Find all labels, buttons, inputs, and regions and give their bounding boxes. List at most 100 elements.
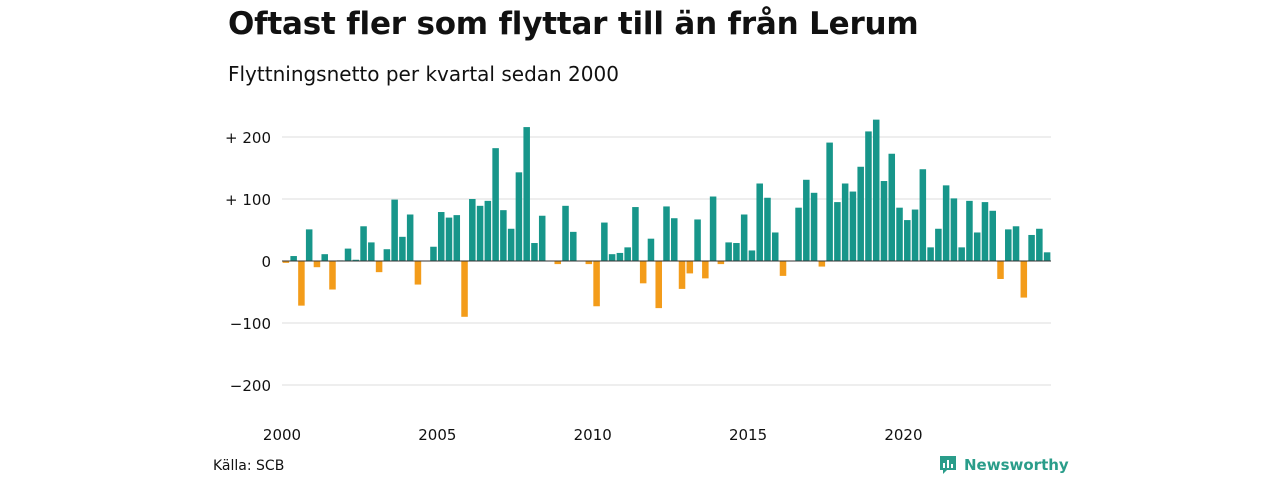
bar [368, 242, 375, 261]
bar [399, 236, 406, 261]
bar [733, 243, 740, 261]
brand-name: Newsworthy [964, 456, 1069, 474]
bar [1020, 261, 1028, 298]
bar [771, 232, 779, 261]
bar [764, 197, 771, 261]
bar [469, 199, 476, 261]
bar [453, 215, 461, 261]
bar [492, 148, 499, 261]
bar [709, 196, 717, 261]
y-tick-label: + 200 [225, 129, 271, 147]
bar [671, 218, 678, 261]
bar [562, 205, 569, 261]
bar [437, 212, 445, 261]
bar [383, 249, 391, 261]
bar [430, 246, 437, 261]
bar [1012, 226, 1020, 261]
bar [352, 259, 360, 261]
bar [608, 254, 616, 261]
brand: Newsworthy [938, 455, 1069, 475]
bar [298, 261, 305, 306]
bar [826, 142, 833, 261]
bar [282, 261, 290, 263]
bar [655, 261, 662, 309]
y-tick-label: −100 [230, 315, 271, 333]
bar [329, 261, 336, 290]
bar [601, 222, 608, 261]
x-tick-label: 2000 [263, 426, 301, 444]
x-tick-label: 2010 [574, 426, 612, 444]
bar [725, 242, 732, 261]
bar [981, 202, 989, 261]
bar [585, 261, 593, 265]
bar [406, 214, 414, 261]
bar [523, 127, 530, 261]
x-axis-ticks: 2000 2005 2010 2015 2020 [263, 426, 923, 444]
bar [313, 261, 321, 268]
bar [989, 210, 996, 261]
bar [841, 183, 849, 261]
chart-subtitle: Flyttningsnetto per kvartal sedan 2000 [228, 62, 619, 86]
bar [360, 226, 367, 261]
bar [911, 209, 919, 261]
chart-title: Oftast fler som flyttar till än från Ler… [228, 6, 919, 42]
bar [694, 219, 701, 261]
bar [593, 261, 600, 307]
x-tick-label: 2005 [418, 426, 456, 444]
bar [756, 183, 763, 261]
newsworthy-logo-icon [940, 456, 956, 474]
x-tick-label: 2020 [884, 426, 922, 444]
bar [834, 202, 841, 261]
bar [647, 238, 655, 261]
bar [476, 205, 484, 261]
bar [686, 261, 694, 274]
bar [795, 207, 802, 261]
bar [616, 252, 624, 261]
bar [927, 247, 934, 261]
bar [748, 250, 756, 261]
bar [461, 261, 468, 317]
bar [554, 261, 562, 265]
bar [818, 261, 826, 267]
bar [375, 261, 383, 273]
bar [872, 119, 880, 261]
bar [950, 198, 958, 261]
bar [966, 200, 973, 261]
bar [810, 192, 818, 261]
bar [678, 261, 686, 289]
bar [484, 200, 492, 261]
bar [570, 231, 577, 261]
bar [865, 131, 872, 261]
bar [803, 179, 810, 261]
bar [958, 247, 965, 261]
bar [507, 228, 515, 261]
bar [663, 206, 670, 261]
bars [282, 119, 1051, 317]
bar [942, 185, 950, 261]
bar [624, 247, 631, 261]
bar [391, 199, 398, 261]
bar [538, 215, 546, 261]
y-tick-label: 0 [261, 253, 271, 271]
bar [290, 256, 297, 261]
bar [445, 217, 453, 261]
bar [515, 172, 523, 261]
bar [1028, 234, 1035, 261]
bar [997, 261, 1004, 279]
bar [888, 153, 896, 261]
bar [1043, 252, 1051, 261]
x-tick-label: 2015 [729, 426, 767, 444]
bar [935, 228, 942, 261]
bar [904, 220, 911, 261]
y-tick-label: + 100 [225, 191, 271, 209]
bar [414, 261, 422, 285]
bar [305, 229, 313, 261]
bar [531, 243, 538, 261]
bar [896, 207, 903, 261]
source-note: Källa: SCB [213, 458, 285, 474]
bar [639, 261, 647, 284]
bar [632, 207, 639, 261]
y-axis-ticks: + 200 + 100 0 −100 −200 [225, 129, 271, 395]
bar [321, 254, 328, 261]
y-tick-label: −200 [230, 377, 271, 395]
